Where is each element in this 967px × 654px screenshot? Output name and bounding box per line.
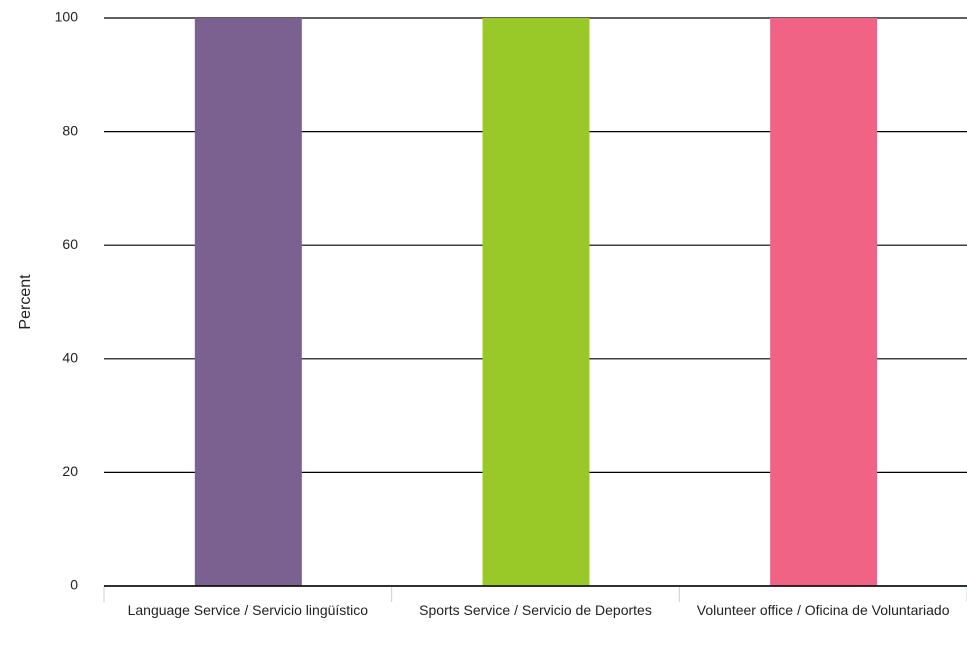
x-tick-label: Language Service / Servicio lingüístico [127, 602, 369, 618]
y-tick-label: 40 [62, 350, 78, 366]
x-tick-label: Volunteer office / Oficina de Voluntaria… [696, 602, 950, 618]
y-tick-label: 80 [62, 122, 78, 138]
y-axis-label: Percent [17, 274, 34, 330]
bar [194, 18, 302, 586]
x-tick-label: Sports Service / Servicio de Deportes [419, 602, 652, 618]
y-tick-label: 20 [62, 463, 78, 479]
bar [770, 18, 878, 586]
bar [482, 18, 590, 586]
y-tick-label: 0 [70, 577, 78, 593]
y-tick-label: 100 [55, 9, 79, 25]
y-tick-label: 60 [62, 236, 78, 252]
